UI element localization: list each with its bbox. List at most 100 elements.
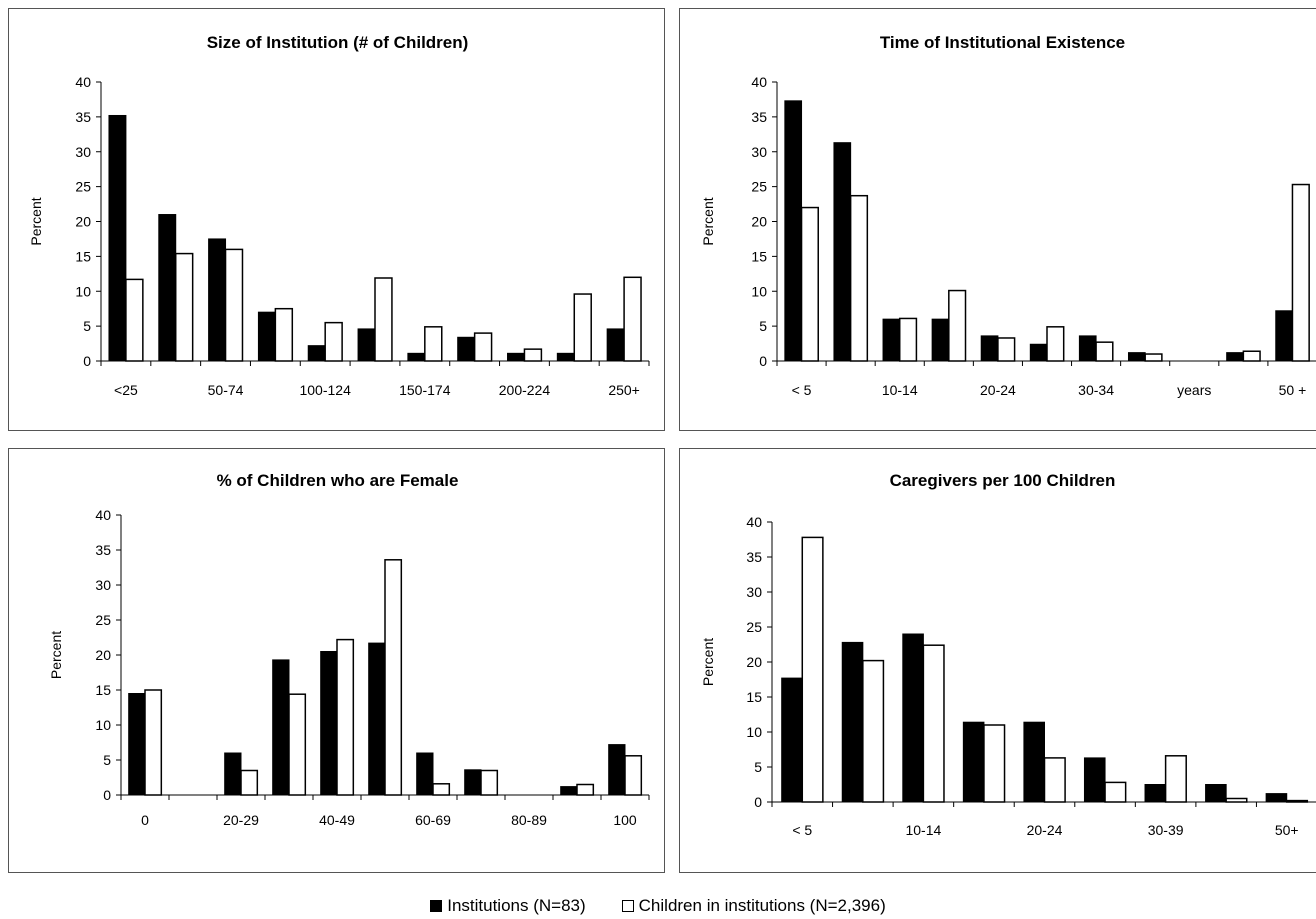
bar-children xyxy=(948,289,967,362)
chart-panel-size-of-institution: Size of Institution (# of Children) Perce… xyxy=(8,8,665,431)
y-tick-label: 20 xyxy=(95,647,111,663)
x-tick-label: < 5 xyxy=(792,382,812,398)
x-tick-label: 20-24 xyxy=(980,382,1016,398)
y-tick-label: 30 xyxy=(75,144,91,160)
bar-institutions xyxy=(457,336,476,362)
bar-children xyxy=(624,755,643,796)
bar-institutions xyxy=(606,328,625,362)
bar-children xyxy=(849,194,869,362)
chart-panel-percent-female: % of Children who are Female Percent 0 5 10 1… xyxy=(8,448,665,873)
x-tick-label: 250+ xyxy=(608,382,640,398)
x-tick-label: 40-49 xyxy=(319,812,355,828)
bar-children xyxy=(274,307,294,362)
y-tick-label: 30 xyxy=(751,144,767,160)
bar-institutions xyxy=(158,214,177,362)
bar-institutions xyxy=(882,318,901,362)
y-tick-label: 25 xyxy=(95,612,111,628)
y-tick-label: 15 xyxy=(95,682,111,698)
y-tick-label: 20 xyxy=(751,214,767,230)
chart-title-female: % of Children who are Female xyxy=(217,471,459,490)
x-tick-label: 80-89 xyxy=(511,812,547,828)
bar-children xyxy=(336,638,355,796)
bar-children xyxy=(174,252,194,362)
y-tick-label: 5 xyxy=(759,318,767,334)
bar-children xyxy=(473,332,493,362)
x-tick-label: 10-14 xyxy=(905,822,941,838)
bar-institutions xyxy=(1144,784,1167,803)
y-tick-label: 10 xyxy=(746,724,762,740)
x-tick-label: 50-74 xyxy=(208,382,244,398)
bar-institutions xyxy=(980,335,999,362)
chart-svg-size-of-institution: Size of Institution (# of Children) Perce… xyxy=(28,33,650,398)
bar-institutions xyxy=(608,744,626,796)
x-tick-label: 10-14 xyxy=(882,382,918,398)
bar-children xyxy=(432,783,451,796)
y-tick-label: 10 xyxy=(75,283,91,299)
y-tick-label: 25 xyxy=(75,179,91,195)
bar-children xyxy=(1225,797,1248,803)
chart-legend: Institutions (N=83) Children in institut… xyxy=(0,893,1316,919)
y-tick-label: 20 xyxy=(746,654,762,670)
bar-institutions xyxy=(1127,352,1146,362)
y-tick-label: 10 xyxy=(751,283,767,299)
bar-children xyxy=(862,659,885,803)
y-tick-label: 35 xyxy=(95,542,111,558)
bar-institutions xyxy=(1023,721,1045,803)
bar-children xyxy=(1164,755,1187,803)
y-tick-label: 15 xyxy=(746,689,762,705)
bar-children xyxy=(288,693,307,796)
legend-swatch-institutions xyxy=(430,900,443,912)
bar-children xyxy=(144,689,163,796)
x-tick-label: 30-39 xyxy=(1148,822,1184,838)
bar-children xyxy=(1291,183,1310,362)
legend-item-institutions: Institutions (N=83) xyxy=(430,896,586,916)
y-axis-label-caregivers: Percent xyxy=(700,638,716,686)
chart-svg-caregivers: Caregivers per 100 Children Percent 0 5 10 15… xyxy=(700,471,1316,838)
chart-svg-time-of-existence: Time of Institutional Existence Percent 0 5… xyxy=(700,33,1316,398)
y-tick-label: 0 xyxy=(83,353,91,369)
bar-children xyxy=(898,317,918,362)
bar-institutions xyxy=(407,352,426,362)
x-tick-label: 50+ xyxy=(1275,822,1299,838)
bar-institutions xyxy=(1029,343,1048,362)
bar-institutions xyxy=(108,114,127,362)
bar-institutions xyxy=(833,142,852,362)
y-tick-label: 5 xyxy=(83,318,91,334)
bar-children xyxy=(1043,757,1066,803)
bar-children xyxy=(480,769,499,796)
bar-children xyxy=(1095,341,1114,362)
chart-title-caregivers: Caregivers per 100 Children xyxy=(890,471,1116,490)
bar-children xyxy=(1144,353,1163,362)
x-tick-label: 30-34 xyxy=(1078,382,1114,398)
bar-children xyxy=(324,321,343,362)
chart-panel-time-of-existence: Time of Institutional Existence Percent 0 5… xyxy=(679,8,1316,431)
y-tick-label: 35 xyxy=(75,109,91,125)
x-tick-label: 50 + xyxy=(1279,382,1307,398)
bar-institutions xyxy=(841,641,864,803)
y-tick-label: 5 xyxy=(103,752,111,768)
bar-children xyxy=(1046,326,1065,362)
y-tick-label: 25 xyxy=(751,179,767,195)
bar-children xyxy=(1285,799,1309,803)
x-tick-label: years xyxy=(1177,382,1211,398)
y-tick-label: 10 xyxy=(95,717,111,733)
y-tick-label: 15 xyxy=(75,248,91,264)
bar-children xyxy=(424,326,443,362)
chart-title-existence: Time of Institutional Existence xyxy=(880,33,1125,52)
bar-institutions xyxy=(902,633,924,803)
y-axis-label-female: Percent xyxy=(48,631,64,679)
legend-label-children: Children in institutions (N=2,396) xyxy=(638,896,886,915)
bar-institutions xyxy=(556,352,575,362)
y-tick-label: 35 xyxy=(751,109,767,125)
legend-swatch-children xyxy=(621,900,634,912)
bar-institutions xyxy=(1275,310,1293,362)
y-tick-label: 40 xyxy=(95,507,111,523)
bar-children xyxy=(573,293,592,362)
y-tick-label: 0 xyxy=(103,787,111,803)
legend-label-institutions: Institutions (N=83) xyxy=(447,896,586,915)
bar-institutions xyxy=(208,238,227,362)
y-tick-label: 30 xyxy=(746,584,762,600)
bar-children xyxy=(800,206,819,362)
chart-panel-caregivers: Caregivers per 100 Children Percent 0 5 10 15… xyxy=(679,448,1316,873)
bar-children xyxy=(576,783,595,796)
